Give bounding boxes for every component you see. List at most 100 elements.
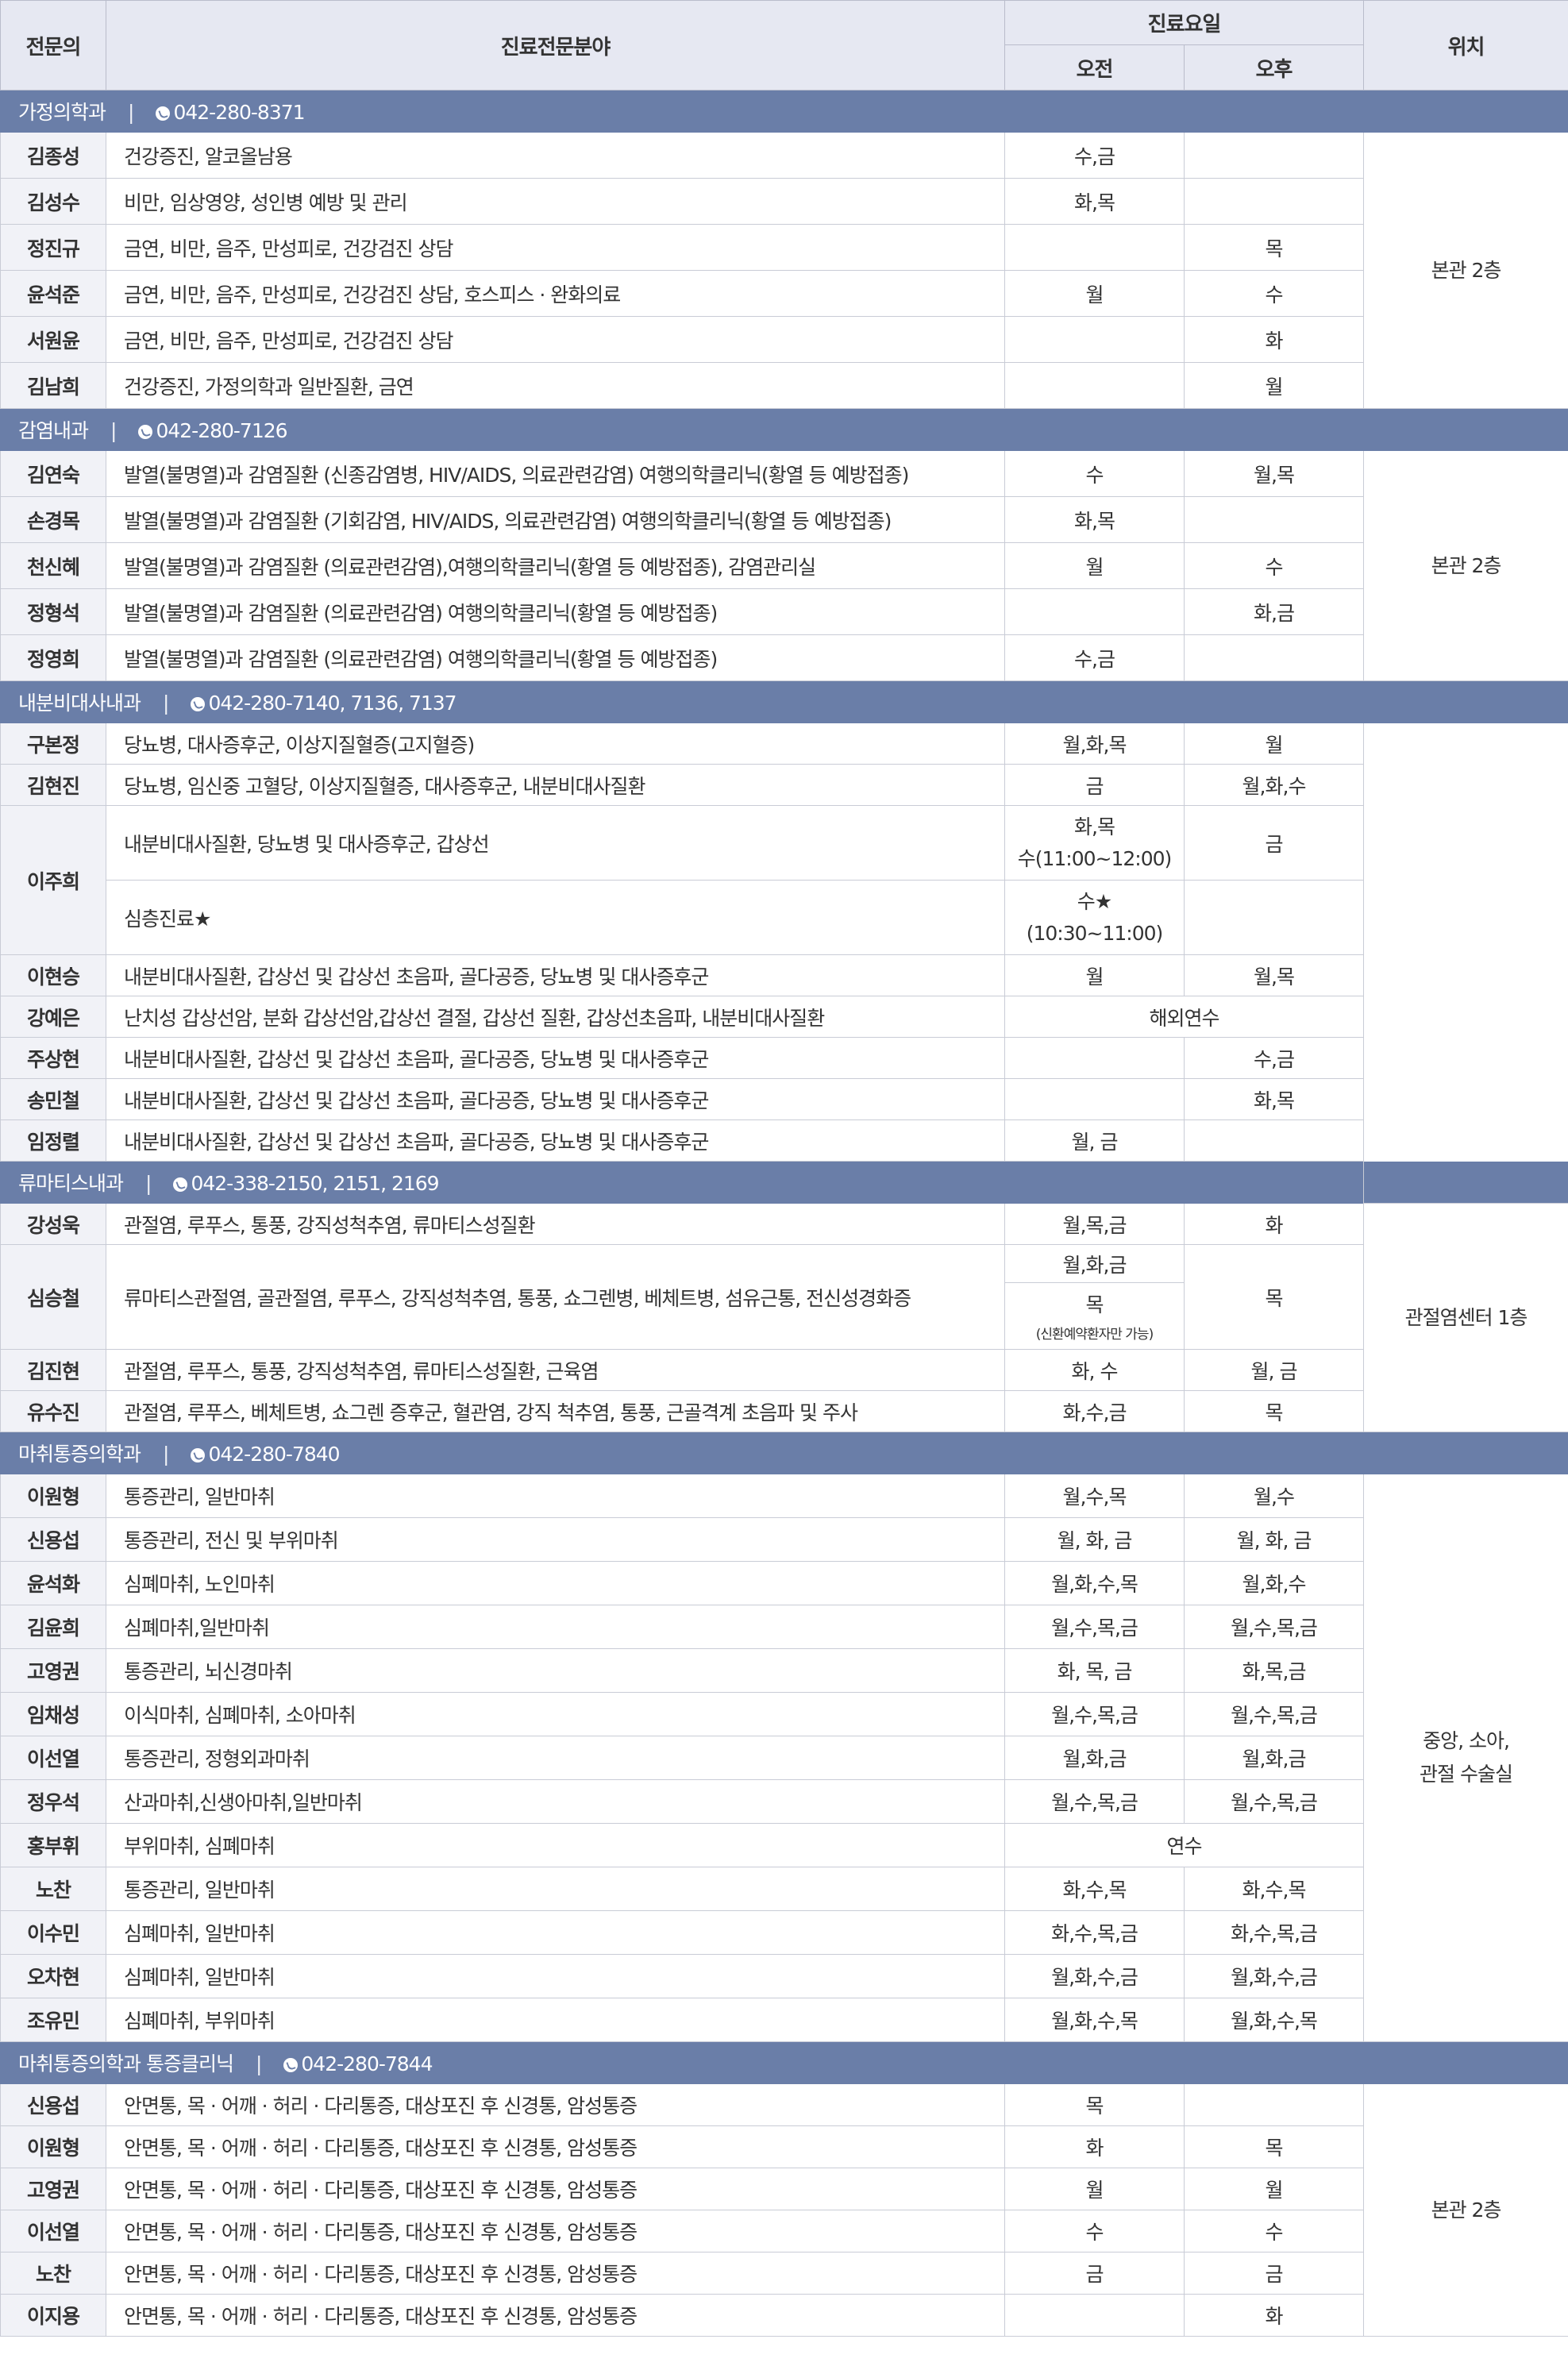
table-row: 심층진료★ 수★ (10:30~11:00)	[1, 880, 1568, 955]
table-row: 서원윤 금연, 비만, 음주, 만성피로, 건강검진 상담 화	[0, 316, 1568, 363]
doctor-name: 천신혜	[0, 542, 106, 589]
location-line: 관절 수술실	[1420, 1763, 1513, 1786]
doctor-name: 노찬	[0, 2252, 106, 2295]
section-name: 마취통증의학과 통증클리닉	[18, 2052, 234, 2075]
pm-days: 화,수,목	[1184, 1867, 1364, 1911]
header-location: 위치	[1363, 0, 1568, 91]
doctor-name: 강성욱	[0, 1203, 106, 1245]
am-days: 목 (신환예약환자만 가능)	[1004, 1282, 1185, 1350]
doctor-specialty: 심층진료★	[106, 880, 1005, 955]
doctor-name: 임정렬	[0, 1119, 106, 1162]
section-header-rheumatology: 류마티스내과 | 042-338-2150, 2151, 2169	[0, 1161, 1568, 1204]
doctor-specialty: 안면통, 목 · 어깨 · 허리 · 다리통증, 대상포진 후 신경통, 암성통…	[106, 2125, 1005, 2168]
table-row: 김성수 비만, 임상영양, 성인병 예방 및 관리 화,목	[0, 178, 1568, 225]
pm-days: 화	[1184, 316, 1364, 363]
doctor-specialty: 발열(불명열)과 감염질환 (의료관련감염) 여행의학클리닉(황열 등 예방접종…	[106, 634, 1005, 681]
table-row: 이현승 내분비대사질환, 갑상선 및 갑상선 초음파, 골다공증, 당뇨병 및 …	[0, 954, 1568, 996]
doctor-specialty: 안면통, 목 · 어깨 · 허리 · 다리통증, 대상포진 후 신경통, 암성통…	[106, 2252, 1005, 2295]
table-row: 김윤희 심폐마취,일반마취 월,수,목,금 월,수,목,금	[0, 1605, 1568, 1649]
table-row: 심승철 류마티스관절염, 골관절염, 루푸스, 강직성척추염, 통풍, 쇼그렌병…	[0, 1244, 1568, 1350]
separator: |	[145, 1172, 152, 1195]
pm-days	[1184, 496, 1364, 543]
pm-days: 수,금	[1184, 1037, 1364, 1079]
am-days: 화,수,목,금	[1004, 1910, 1185, 1955]
section-header-endocrinology: 내분비대사내과 | 042-280-7140, 7136, 7137	[0, 680, 1568, 723]
section-phone: 042-280-7840	[208, 1443, 340, 1466]
doctor-specialty: 통증관리, 일반마취	[106, 1474, 1005, 1518]
location-cell: 중앙, 소아, 관절 수술실	[1363, 1474, 1568, 2042]
section-header-anesthesiology: 마취통증의학과 | 042-280-7840	[0, 1432, 1568, 1474]
section-header-infection: 감염내과 | 042-280-7126	[0, 408, 1568, 451]
table-row: 정영희 발열(불명열)과 감염질환 (의료관련감염) 여행의학클리닉(황열 등 …	[0, 634, 1568, 681]
pm-days: 목	[1184, 1390, 1364, 1432]
am-days: 월,화,금	[1004, 1244, 1185, 1283]
pm-days: 화,목	[1184, 1078, 1364, 1120]
section-name: 감염내과	[18, 419, 89, 442]
pm-days: 월	[1184, 723, 1364, 765]
doctor-specialty: 발열(불명열)과 감염질환 (신종감염병, HIV/AIDS, 의료관련감염) …	[106, 450, 1005, 497]
table-row: 김남희 건강증진, 가정의학과 일반질환, 금연 월	[0, 362, 1568, 409]
am-days-line: 수★	[1077, 889, 1112, 913]
am-days: 월,화,목	[1004, 723, 1185, 765]
am-days-line: 화,목	[1074, 815, 1115, 838]
header-specialty: 진료전문분야	[106, 0, 1005, 91]
table-row: 강예은 난치성 갑상선암, 분화 갑상선암,갑상선 결절, 갑상선 질환, 갑상…	[0, 996, 1568, 1038]
table-row: 윤석화 심폐마취, 노인마취 월,화,수,목 월,화,수	[0, 1561, 1568, 1605]
pm-days: 화,수,목,금	[1184, 1910, 1364, 1955]
doctor-specialty: 심폐마취, 일반마취	[106, 1910, 1005, 1955]
doctor-name: 신용섭	[0, 1517, 106, 1562]
am-days: 월	[1004, 2168, 1185, 2210]
header-schedule: 진료요일	[1004, 0, 1364, 45]
table-row: 오차현 심폐마취, 일반마취 월,화,수,금 월,화,수,금	[0, 1954, 1568, 1998]
am-days: 화,목	[1004, 178, 1185, 225]
table-row: 김연숙 발열(불명열)과 감염질환 (신종감염병, HIV/AIDS, 의료관련…	[0, 450, 1568, 681]
table-row: 구본정 당뇨병, 대사증후군, 이상지질혈증(고지혈증) 월,화,목 월	[0, 723, 1568, 1204]
am-days: 목	[1004, 2083, 1185, 2126]
pm-days: 월	[1184, 2168, 1364, 2210]
section-phone: 042-280-7844	[301, 2052, 433, 2075]
table-row: 고영권 통증관리, 뇌신경마취 화, 목, 금 화,목,금	[0, 1648, 1568, 1693]
doctor-specialty: 관절염, 루푸스, 베체트병, 쇼그렌 증후군, 혈관염, 강직 척추염, 통풍…	[106, 1390, 1005, 1432]
doctor-specialty: 당뇨병, 임신중 고혈당, 이상지질혈증, 대사증후군, 내분비대사질환	[106, 764, 1005, 806]
am-days: 금	[1004, 764, 1185, 806]
phone-icon	[191, 697, 206, 711]
pm-days: 수	[1184, 270, 1364, 317]
section-phone: 042-338-2150, 2151, 2169	[191, 1172, 439, 1195]
am-days: 화, 수	[1004, 1349, 1185, 1391]
doctor-specialty: 부위마취, 심폐마취	[106, 1823, 1005, 1867]
am-days: 화,목	[1004, 496, 1185, 543]
section-header-family: 가정의학과 | 042-280-8371	[0, 90, 1568, 133]
doctor-name: 심승철	[0, 1244, 106, 1350]
pm-days: 월,수,목,금	[1184, 1779, 1364, 1824]
table-row: 송민철 내분비대사질환, 갑상선 및 갑상선 초음파, 골다공증, 당뇨병 및 …	[0, 1078, 1568, 1120]
section-phone: 042-280-7126	[156, 419, 287, 442]
am-days: 금	[1004, 2252, 1185, 2295]
doctor-specialty: 통증관리, 일반마취	[106, 1867, 1005, 1911]
am-days	[1004, 588, 1185, 635]
pm-days: 월,수	[1184, 1474, 1364, 1518]
separator: |	[128, 101, 135, 124]
pm-days: 화	[1184, 2294, 1364, 2337]
doctor-name: 구본정	[0, 723, 106, 765]
table-row: 김현진 당뇨병, 임신중 고혈당, 이상지질혈증, 대사증후군, 내분비대사질환…	[0, 764, 1568, 806]
doctor-specialty: 안면통, 목 · 어깨 · 허리 · 다리통증, 대상포진 후 신경통, 암성통…	[106, 2294, 1005, 2337]
doctor-specialty: 안면통, 목 · 어깨 · 허리 · 다리통증, 대상포진 후 신경통, 암성통…	[106, 2210, 1005, 2252]
section-phone: 042-280-8371	[173, 101, 305, 124]
pm-days: 월,화,수	[1184, 764, 1364, 806]
pm-days: 금	[1184, 2252, 1364, 2295]
doctor-specialty: 당뇨병, 대사증후군, 이상지질혈증(고지혈증)	[106, 723, 1005, 765]
pm-days: 목	[1184, 1244, 1364, 1350]
doctor-name: 정진규	[0, 224, 106, 271]
am-days	[1004, 1078, 1185, 1120]
doctor-name: 정우석	[0, 1779, 106, 1824]
table-row: 신용섭 안면통, 목 · 어깨 · 허리 · 다리통증, 대상포진 후 신경통,…	[0, 2083, 1568, 2337]
doctor-specialty: 관절염, 루푸스, 통풍, 강직성척추염, 류마티스성질환	[106, 1203, 1005, 1245]
table-row: 고영권 안면통, 목 · 어깨 · 허리 · 다리통증, 대상포진 후 신경통,…	[0, 2168, 1568, 2210]
doctor-name: 서원윤	[0, 316, 106, 363]
am-days: 월,화,금	[1004, 1736, 1185, 1780]
pm-days: 월,수,목,금	[1184, 1692, 1364, 1736]
table-row: 이지용 안면통, 목 · 어깨 · 허리 · 다리통증, 대상포진 후 신경통,…	[0, 2294, 1568, 2337]
am-note: (신환예약환자만 가능)	[1035, 1327, 1154, 1343]
doctor-specialty: 심폐마취, 부위마취	[106, 1998, 1005, 2042]
